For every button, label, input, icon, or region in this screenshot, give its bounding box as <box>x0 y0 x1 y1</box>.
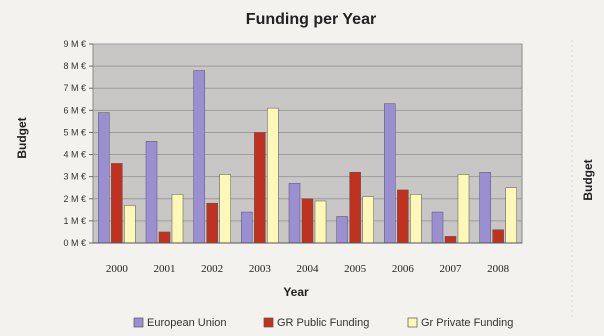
x-tick-label: 2001 <box>154 263 176 275</box>
legend-swatch <box>407 317 418 328</box>
bar-european-union-2001 <box>145 141 158 244</box>
plot-area: 0 M € 1 M € 2 M € 3 M € 4 M € 5 M € 6 M € 7 M €… <box>63 39 523 275</box>
y-tick-label: 0 M € <box>63 238 86 248</box>
bar-gr-private-funding-2004 <box>314 200 327 244</box>
bar-gr-public-funding-2002 <box>206 202 218 244</box>
bar-gr-public-funding-2006 <box>397 189 409 244</box>
x-tick-label: 2004 <box>297 263 320 275</box>
bar-gr-public-funding-2001 <box>158 231 171 244</box>
x-tick-label: 2005 <box>344 263 367 275</box>
chart-title: Funding per Year <box>246 11 376 28</box>
x-tick-label: 2008 <box>487 263 510 275</box>
y-tick-label: 8 M € <box>63 61 86 71</box>
bar-gr-private-funding-2005 <box>362 196 374 244</box>
bar-gr-public-funding-2008 <box>492 229 504 244</box>
bar-european-union-2004 <box>288 183 301 244</box>
bar-european-union-2008 <box>479 171 491 244</box>
bar-gr-private-funding-2006 <box>410 194 422 244</box>
x-tick-label: 2006 <box>392 263 415 275</box>
x-axis-title: Year <box>283 285 309 299</box>
side-chart-y-axis-title: Budget <box>581 159 595 200</box>
bar-gr-private-funding-2001 <box>171 194 184 244</box>
bar-gr-public-funding-2004 <box>301 198 314 244</box>
bar-gr-private-funding-2000 <box>124 205 136 244</box>
bar-european-union-2006 <box>384 103 396 244</box>
y-tick-label: 5 M € <box>63 127 86 137</box>
bar-european-union-2002 <box>193 70 205 244</box>
bar-gr-private-funding-2008 <box>505 187 517 244</box>
bar-gr-public-funding-2003 <box>254 132 266 244</box>
y-tick-label: 7 M € <box>63 83 86 93</box>
legend-swatch <box>133 317 144 328</box>
y-tick-label: 3 M € <box>63 172 86 182</box>
legend-label: GR Public Funding <box>277 317 369 329</box>
legend: European Union GR Public Funding Gr Privat… <box>133 317 513 329</box>
bar-gr-public-funding-2005 <box>349 171 361 244</box>
bar-gr-public-funding-2000 <box>111 163 123 244</box>
y-tick-label: 6 M € <box>63 105 86 115</box>
legend-label: Gr Private Funding <box>421 317 513 329</box>
bar-gr-private-funding-2003 <box>267 107 279 244</box>
legend-swatch <box>263 317 274 328</box>
bar-european-union-2000 <box>98 112 110 244</box>
x-tick-label: 2007 <box>440 263 463 275</box>
bar-gr-private-funding-2002 <box>219 174 231 244</box>
bar-european-union-2007 <box>431 211 444 244</box>
bar-european-union-2005 <box>336 216 348 244</box>
x-tick-label: 2003 <box>249 263 272 275</box>
y-axis-title: Budget <box>15 117 29 158</box>
legend-label: European Union <box>147 317 227 329</box>
bar-european-union-2003 <box>241 211 253 244</box>
bar-gr-private-funding-2007 <box>457 174 470 244</box>
x-tick-label: 2002 <box>201 263 223 275</box>
y-tick-label: 4 M € <box>63 150 86 160</box>
y-tick-label: 1 M € <box>63 216 86 226</box>
bar-gr-public-funding-2007 <box>444 236 457 244</box>
y-tick-label: 9 M € <box>63 39 86 49</box>
x-tick-label: 2000 <box>106 263 129 275</box>
y-tick-label: 2 M € <box>63 194 86 204</box>
